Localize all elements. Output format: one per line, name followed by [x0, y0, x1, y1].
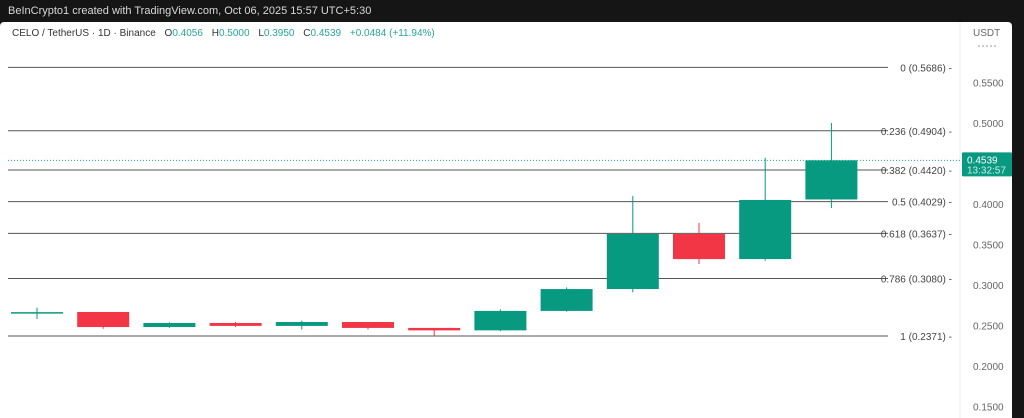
y-tick-label: 0.5500: [973, 79, 1004, 90]
fib-level-label: 1 (0.2371) -: [900, 332, 952, 343]
fib-level-label: 0.382 (0.4420) -: [881, 166, 952, 177]
close-label: C: [303, 28, 311, 39]
fib-level-label: 0.618 (0.3637) -: [881, 229, 952, 240]
candle-up: [805, 160, 858, 200]
candle-up: [540, 289, 593, 311]
candle-down: [408, 327, 461, 331]
fib-level-label: 0 (0.5686) -: [900, 63, 952, 74]
y-tick-label: 0.3000: [973, 281, 1004, 292]
open-label: O: [164, 28, 173, 39]
close-value: 0.4539: [310, 28, 342, 39]
fib-level-label: 0.5 (0.4029) -: [892, 198, 952, 209]
ohlc-legend: CELO / TetherUS · 1D · Binance O0.4056 H…: [12, 28, 435, 39]
candle-down: [342, 322, 394, 328]
candle-down: [77, 311, 130, 328]
y-tick-label: 0.2000: [973, 362, 1004, 373]
change-value: +0.0484 (+11.94%): [349, 28, 435, 39]
high-label: H: [211, 28, 219, 39]
y-tick-label: 0.1500: [973, 403, 1004, 414]
y-tick-label: 0.5000: [973, 119, 1004, 130]
bar-countdown: 13:32:57: [967, 165, 1006, 176]
high-value: 0.5000: [218, 28, 250, 39]
attribution-text: BeInCrypto1 created with TradingView.com…: [8, 5, 372, 17]
low-label: L: [258, 28, 264, 39]
y-tick-label: 0.3500: [973, 241, 1004, 252]
low-value: 0.3950: [263, 28, 295, 39]
candle-up: [474, 310, 527, 331]
candle-up: [739, 199, 792, 260]
candle-up: [606, 233, 659, 290]
candle-up: [143, 322, 196, 328]
last-price-badge: [962, 152, 1012, 177]
candle-down: [673, 233, 725, 260]
candle-up: [11, 312, 63, 314]
candle-down: [209, 322, 262, 326]
y-tick-label: 0.2500: [973, 322, 1004, 333]
fib-level-label: 0.236 (0.4904) -: [881, 127, 952, 138]
last-price-value: 0.4539: [967, 155, 998, 166]
candle-up: [275, 322, 328, 326]
chart-panel[interactable]: [0, 22, 1012, 418]
open-value: 0.4056: [172, 28, 203, 39]
currency-label: USDT: [973, 28, 1000, 39]
fib-level-label: 0.786 (0.3080) -: [881, 275, 952, 286]
symbol-label: CELO / TetherUS · 1D · Binance: [12, 28, 156, 39]
y-tick-label: 0.4000: [973, 200, 1004, 211]
